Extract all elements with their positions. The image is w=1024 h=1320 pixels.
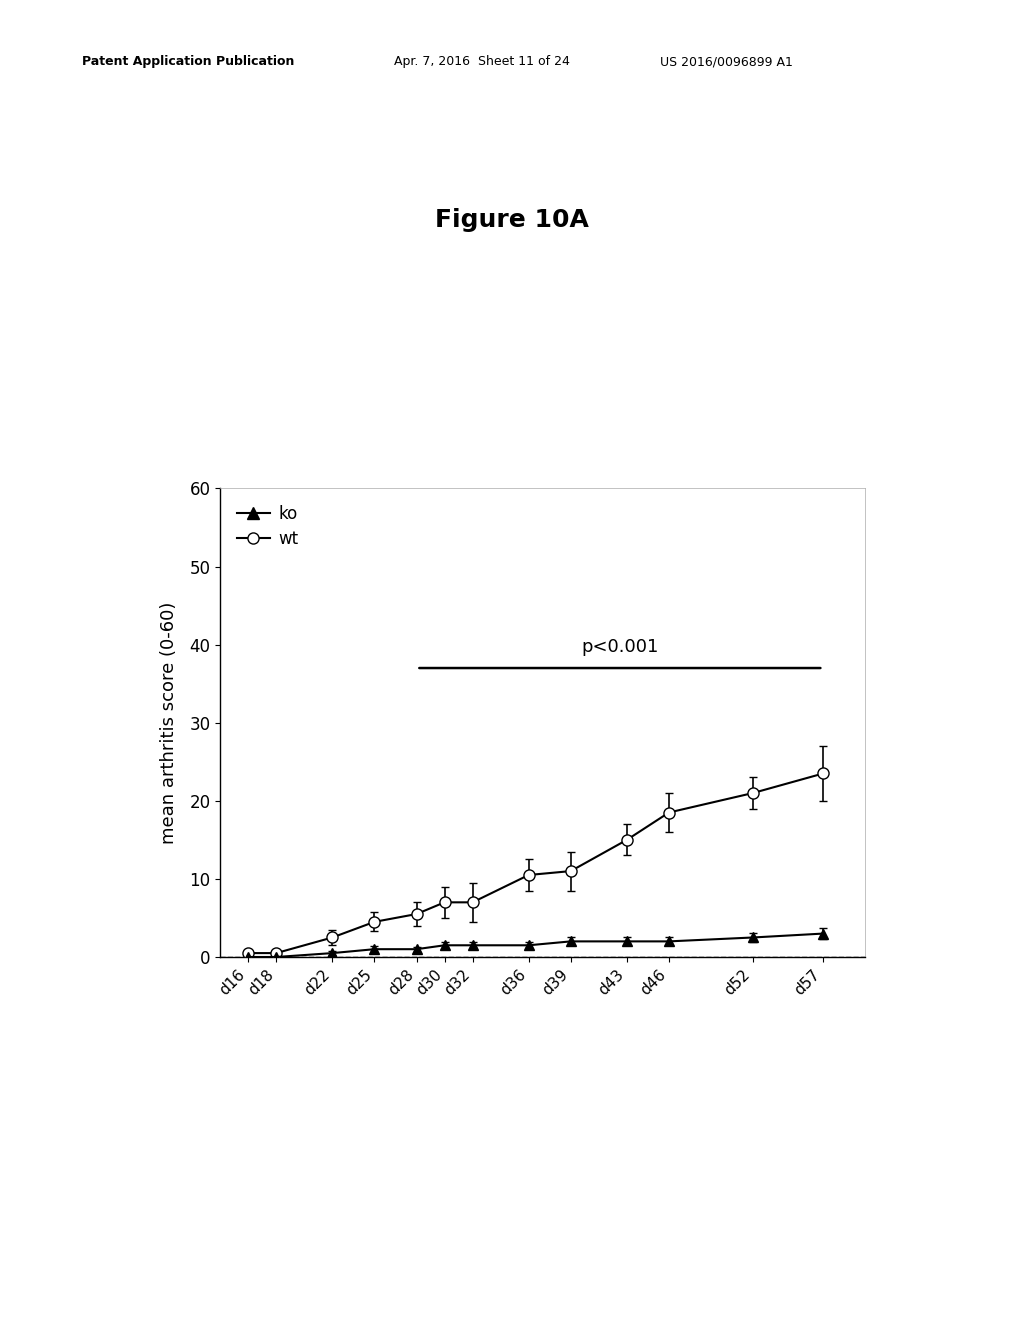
Text: Patent Application Publication: Patent Application Publication [82,55,294,69]
Text: p<0.001: p<0.001 [582,639,658,656]
Legend: ko, wt: ko, wt [228,496,307,556]
Text: US 2016/0096899 A1: US 2016/0096899 A1 [660,55,794,69]
Text: Figure 10A: Figure 10A [435,209,589,232]
Y-axis label: mean arthritis score (0-60): mean arthritis score (0-60) [160,602,178,843]
Text: Apr. 7, 2016  Sheet 11 of 24: Apr. 7, 2016 Sheet 11 of 24 [394,55,570,69]
